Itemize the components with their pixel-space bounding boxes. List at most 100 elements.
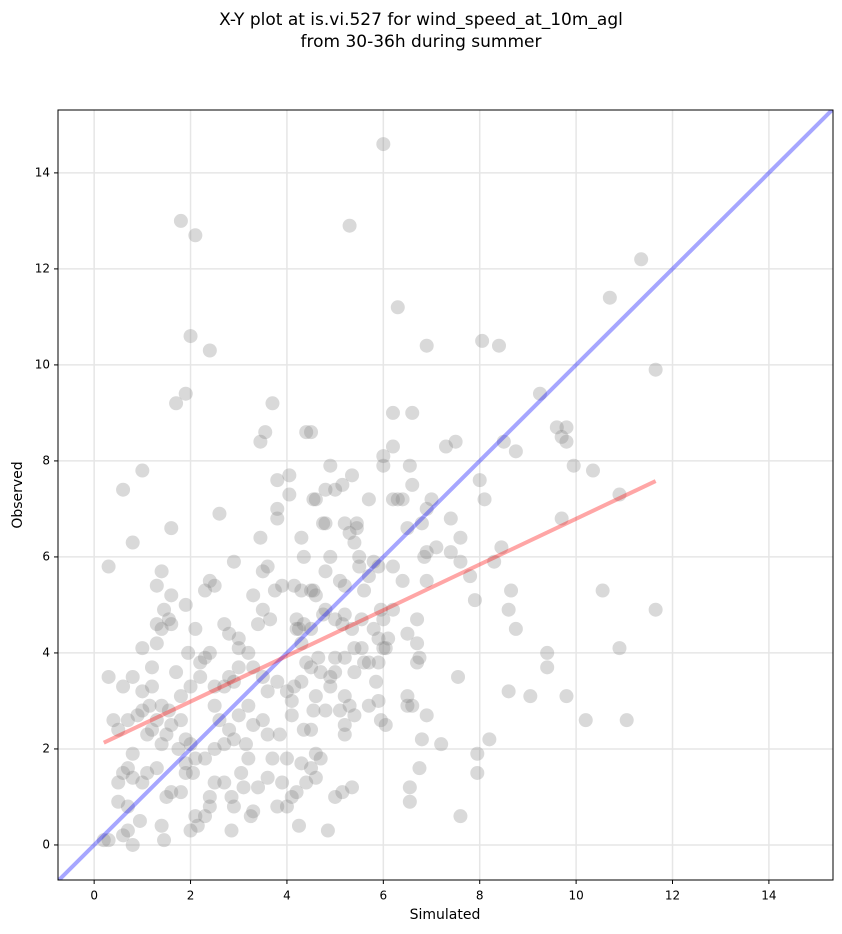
point — [482, 732, 497, 747]
point — [231, 641, 246, 656]
point — [260, 559, 275, 574]
point — [328, 789, 343, 804]
point — [410, 636, 425, 651]
point — [342, 218, 357, 233]
point — [419, 501, 434, 516]
y-tick-label: 14 — [35, 165, 50, 179]
point — [217, 679, 232, 694]
point — [96, 833, 111, 848]
point — [255, 564, 270, 579]
point — [125, 535, 140, 550]
point — [173, 689, 188, 704]
point — [352, 559, 367, 574]
point — [472, 473, 487, 488]
point — [149, 617, 164, 632]
point — [284, 708, 299, 723]
point — [164, 717, 179, 732]
point — [130, 708, 145, 723]
x-tick-label: 14 — [761, 889, 776, 903]
point — [291, 621, 306, 636]
point — [135, 703, 150, 718]
point — [125, 669, 140, 684]
x-tick-label: 4 — [283, 889, 291, 903]
point — [306, 492, 321, 507]
x-tick-label: 8 — [476, 889, 484, 903]
point — [371, 655, 386, 670]
point — [217, 775, 232, 790]
plot-frame — [57, 109, 834, 881]
point — [207, 775, 222, 790]
point — [226, 732, 241, 747]
point — [371, 559, 386, 574]
point — [202, 343, 217, 358]
point — [207, 698, 222, 713]
point — [400, 626, 415, 641]
point — [260, 684, 275, 699]
point — [405, 405, 420, 420]
point — [443, 511, 458, 526]
point — [178, 386, 193, 401]
point — [238, 737, 253, 752]
point — [508, 444, 523, 459]
point — [585, 463, 600, 478]
point — [294, 530, 309, 545]
point — [342, 525, 357, 540]
point — [424, 492, 439, 507]
point — [144, 679, 159, 694]
reference-line — [58, 110, 833, 880]
point — [306, 703, 321, 718]
point — [111, 722, 126, 737]
point — [236, 780, 251, 795]
point — [316, 607, 331, 622]
point — [304, 425, 319, 440]
point — [419, 338, 434, 353]
point — [559, 689, 574, 704]
point — [270, 473, 285, 488]
point — [494, 540, 509, 555]
chart-subtitle: from 30-36h during summer — [301, 32, 542, 52]
point — [294, 756, 309, 771]
point — [357, 583, 372, 598]
point — [241, 751, 256, 766]
point — [164, 617, 179, 632]
point — [178, 765, 193, 780]
point — [161, 612, 176, 627]
point — [385, 559, 400, 574]
point — [226, 554, 241, 569]
point — [405, 477, 420, 492]
point — [385, 492, 400, 507]
point — [318, 482, 333, 497]
point — [188, 228, 203, 243]
point — [443, 545, 458, 560]
point — [357, 655, 372, 670]
point — [385, 439, 400, 454]
point — [101, 559, 116, 574]
point — [246, 717, 261, 732]
point — [414, 732, 429, 747]
point — [263, 612, 278, 627]
point — [159, 727, 174, 742]
point — [648, 362, 663, 377]
point — [246, 588, 261, 603]
point — [173, 213, 188, 228]
point — [308, 746, 323, 761]
point — [316, 516, 331, 531]
point — [376, 641, 391, 656]
point — [400, 521, 415, 536]
y-tick-label: 10 — [35, 357, 50, 371]
point — [434, 737, 449, 752]
point — [405, 698, 420, 713]
point — [202, 573, 217, 588]
point — [335, 617, 350, 632]
point — [354, 612, 369, 627]
point — [212, 506, 227, 521]
point — [120, 823, 135, 838]
point — [477, 492, 492, 507]
point — [144, 660, 159, 675]
point — [207, 578, 222, 593]
point — [291, 818, 306, 833]
point — [279, 751, 294, 766]
point — [540, 660, 555, 675]
point — [140, 727, 155, 742]
point — [347, 641, 362, 656]
